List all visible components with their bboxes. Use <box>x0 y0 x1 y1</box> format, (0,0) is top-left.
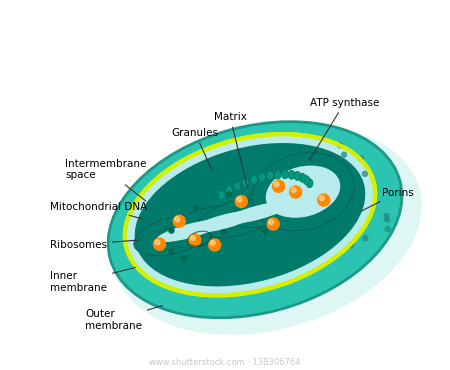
Circle shape <box>262 229 267 234</box>
Ellipse shape <box>234 182 241 191</box>
Text: Inner
membrane: Inner membrane <box>50 268 135 293</box>
Circle shape <box>385 227 390 232</box>
Circle shape <box>274 182 279 187</box>
Ellipse shape <box>223 201 292 224</box>
Circle shape <box>221 230 226 235</box>
Circle shape <box>189 234 201 246</box>
Ellipse shape <box>108 122 402 318</box>
Text: Outer
membrane: Outer membrane <box>85 306 162 331</box>
Text: www.shutterstock.com · 138306764: www.shutterstock.com · 138306764 <box>149 359 301 367</box>
Ellipse shape <box>259 173 266 182</box>
Circle shape <box>194 206 199 211</box>
Text: Intermembrane
space: Intermembrane space <box>65 159 146 201</box>
Circle shape <box>363 236 368 241</box>
Circle shape <box>155 240 160 245</box>
Circle shape <box>338 142 342 148</box>
Ellipse shape <box>134 215 212 256</box>
Text: Ribosomes: Ribosomes <box>50 240 139 250</box>
Circle shape <box>153 238 166 250</box>
Circle shape <box>190 235 195 240</box>
Ellipse shape <box>281 170 288 179</box>
Ellipse shape <box>250 175 257 184</box>
Circle shape <box>319 196 324 201</box>
Circle shape <box>267 218 279 230</box>
Ellipse shape <box>231 189 317 228</box>
Text: Porins: Porins <box>360 188 414 212</box>
Ellipse shape <box>112 125 422 335</box>
Ellipse shape <box>242 178 249 187</box>
Circle shape <box>226 192 232 197</box>
Text: ATP synthase: ATP synthase <box>310 98 379 160</box>
Ellipse shape <box>135 143 365 286</box>
Ellipse shape <box>189 210 259 233</box>
Circle shape <box>362 171 367 176</box>
Ellipse shape <box>267 182 345 218</box>
Ellipse shape <box>306 179 313 188</box>
Text: MITOCHONDRION: MITOCHONDRION <box>96 9 354 35</box>
Circle shape <box>181 256 187 261</box>
Ellipse shape <box>266 171 274 180</box>
Circle shape <box>169 228 174 233</box>
Ellipse shape <box>266 165 340 218</box>
Circle shape <box>291 188 296 192</box>
Ellipse shape <box>274 170 281 179</box>
Ellipse shape <box>303 176 310 185</box>
Ellipse shape <box>163 205 250 248</box>
Ellipse shape <box>125 134 375 295</box>
Ellipse shape <box>226 186 233 195</box>
Circle shape <box>318 194 330 206</box>
Circle shape <box>349 243 354 248</box>
Text: Mitochondrial DNA: Mitochondrial DNA <box>50 202 147 219</box>
Ellipse shape <box>252 152 354 231</box>
Circle shape <box>173 215 185 227</box>
Ellipse shape <box>196 197 285 238</box>
Ellipse shape <box>294 171 301 181</box>
Circle shape <box>210 240 215 245</box>
Ellipse shape <box>156 219 224 242</box>
Circle shape <box>235 195 248 208</box>
Circle shape <box>273 180 285 192</box>
Circle shape <box>290 186 302 198</box>
Circle shape <box>359 156 364 161</box>
Circle shape <box>269 219 274 225</box>
Circle shape <box>175 217 180 222</box>
Circle shape <box>169 249 174 254</box>
Circle shape <box>342 152 346 157</box>
Text: Granules: Granules <box>171 128 219 170</box>
Circle shape <box>209 239 220 251</box>
Ellipse shape <box>288 170 295 179</box>
Ellipse shape <box>258 193 324 215</box>
Ellipse shape <box>218 190 225 199</box>
Text: Matrix: Matrix <box>214 111 248 187</box>
Circle shape <box>237 197 242 202</box>
Circle shape <box>385 217 390 222</box>
Circle shape <box>384 213 389 218</box>
Ellipse shape <box>299 173 306 182</box>
